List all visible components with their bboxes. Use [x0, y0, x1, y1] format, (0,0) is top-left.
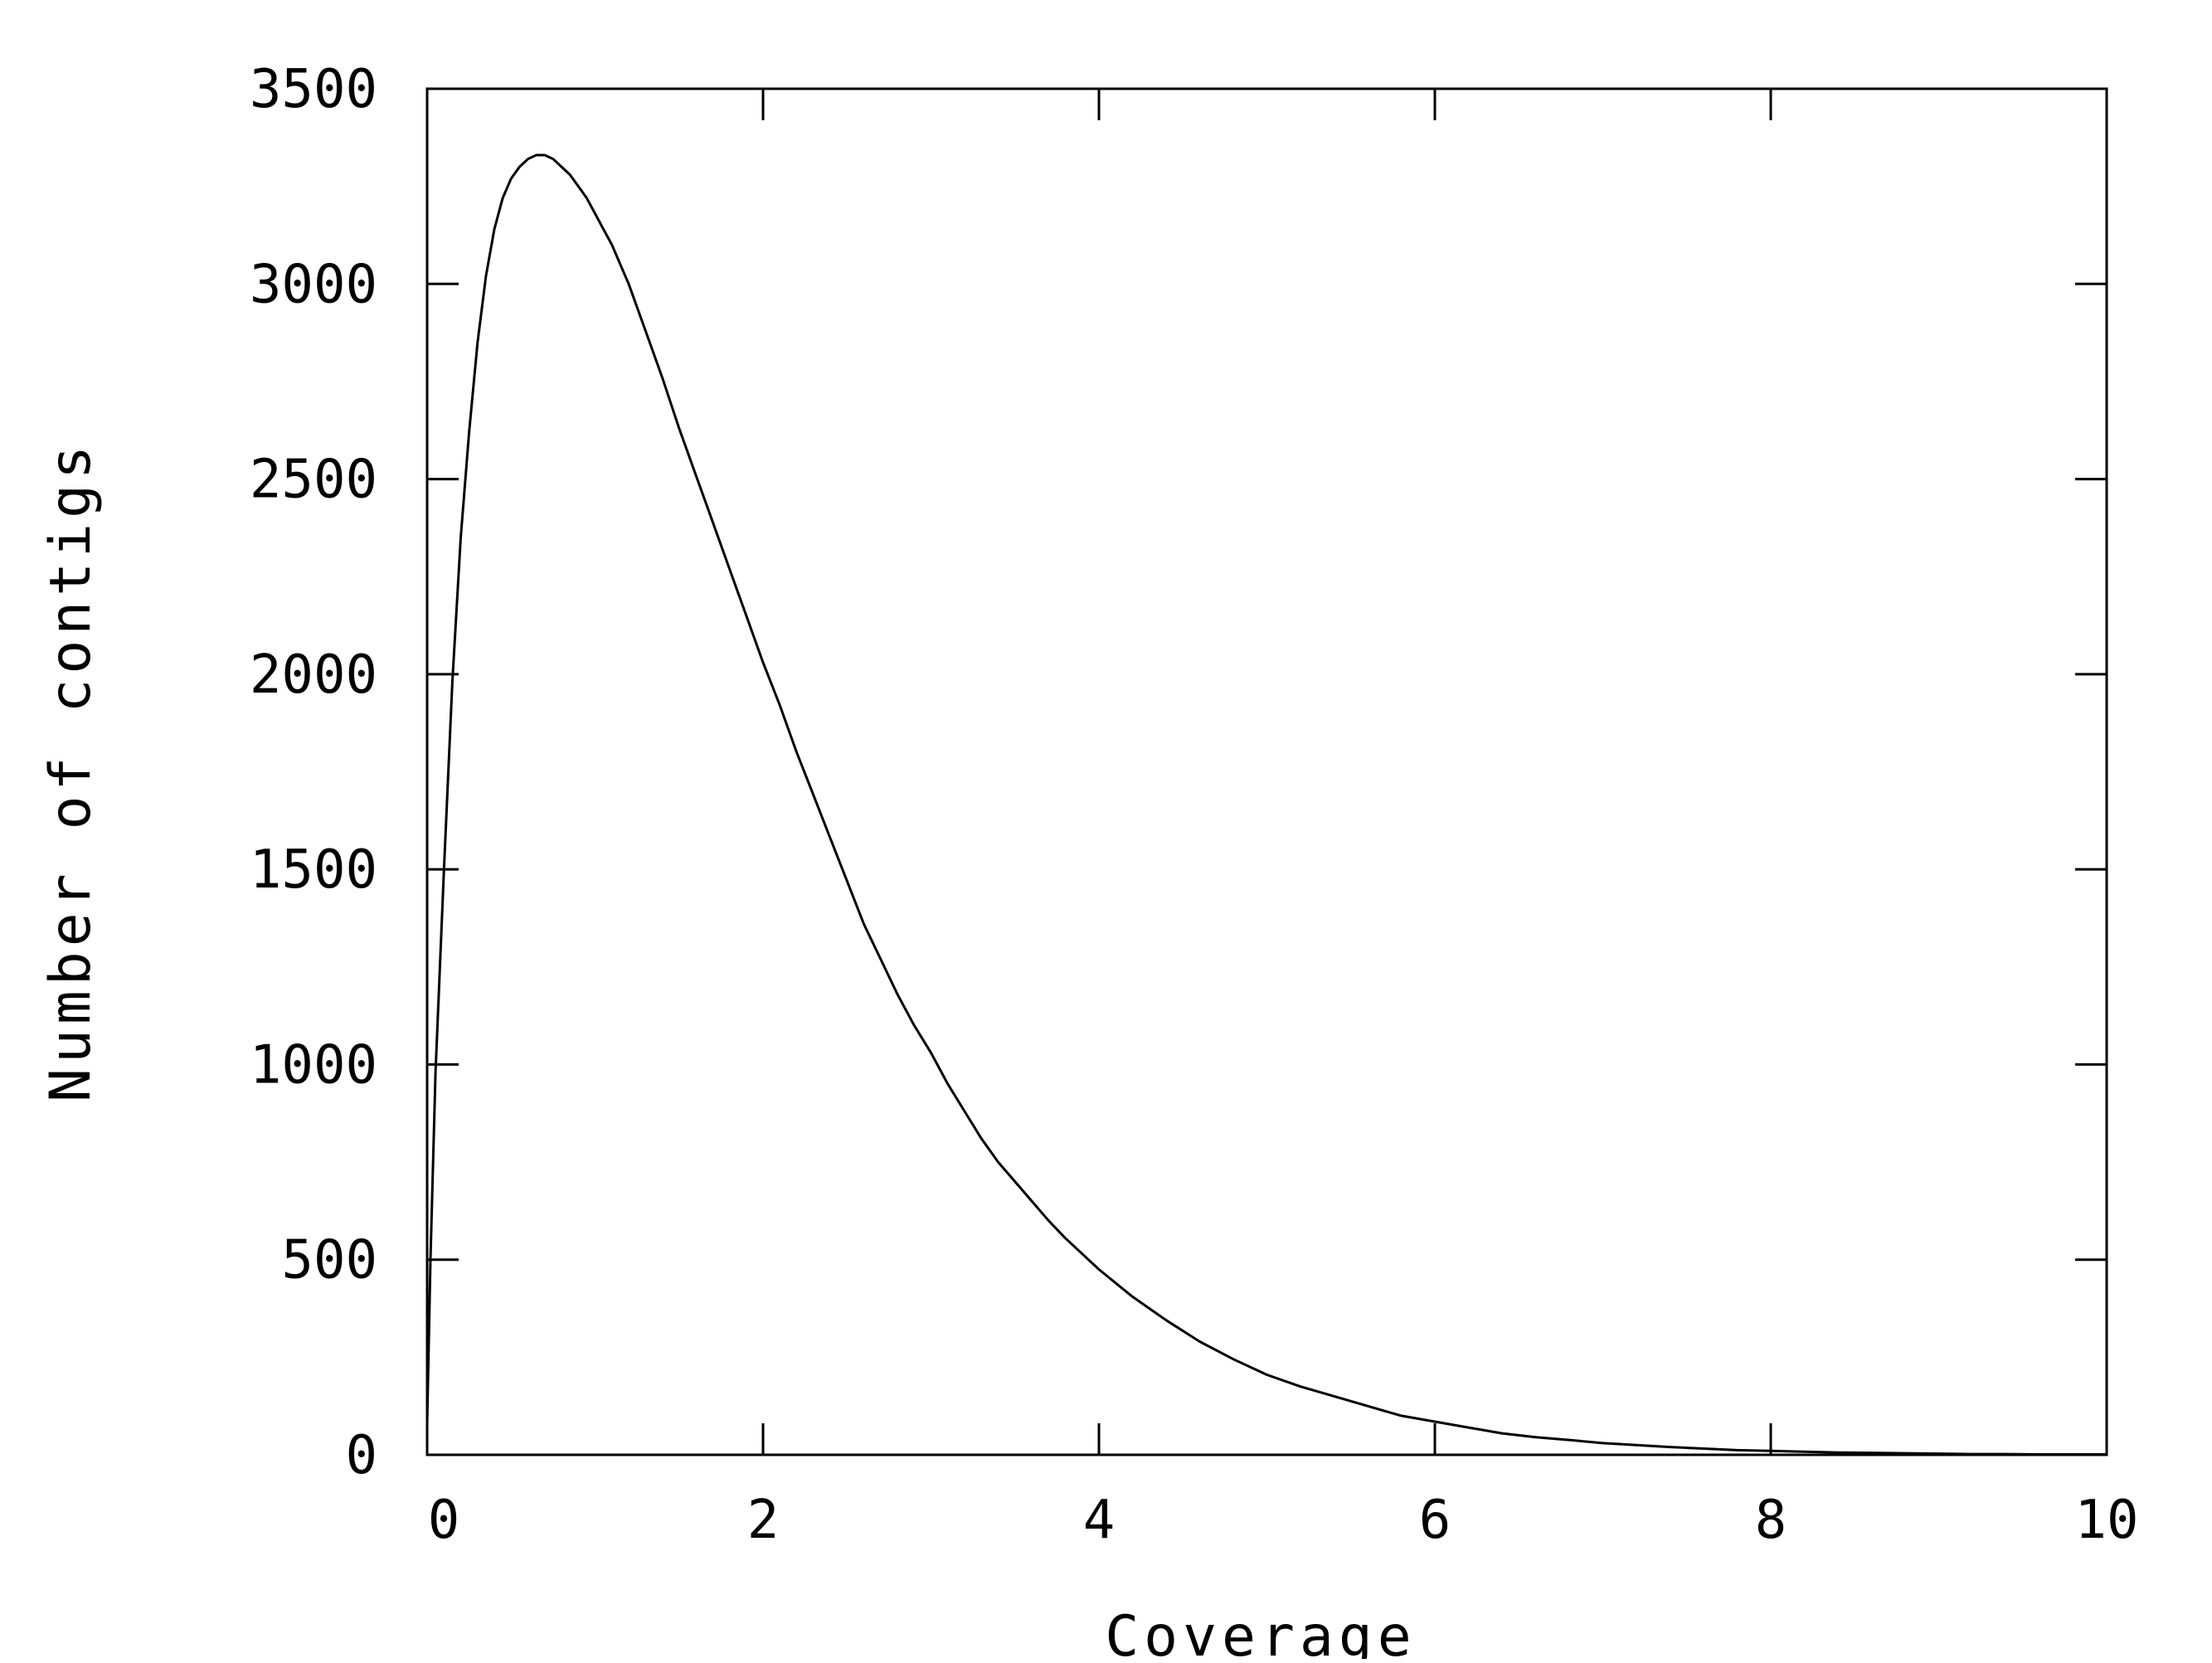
- y-tick-label: 3000: [250, 254, 377, 315]
- y-axis-title: Number of contigs: [38, 440, 104, 1102]
- y-tick-label: 1500: [250, 839, 377, 901]
- plot-frame: [425, 87, 2108, 1456]
- ticks-layer: [425, 87, 2108, 1456]
- x-tick-label: 6: [1419, 1490, 1451, 1551]
- y-tick-label: 0: [345, 1425, 377, 1486]
- x-tick-label: 2: [747, 1490, 780, 1551]
- x-tick-label: 4: [1083, 1490, 1116, 1551]
- x-tick-label: 0: [428, 1490, 460, 1551]
- tick-labels-layer: 0 2 4 6 8 10 0 500 1000 1500 2000 2500 3000 3500: [250, 59, 2139, 1551]
- y-tick-label: 2000: [250, 644, 377, 706]
- y-tick-label: 3500: [250, 59, 377, 120]
- y-tick-label: 1000: [250, 1034, 377, 1096]
- series-line-coverage-curve: [425, 153, 2107, 1456]
- x-tick-label: 10: [2074, 1490, 2138, 1551]
- y-tick-label: 2500: [250, 450, 377, 511]
- x-axis-title: Coverage: [1105, 1604, 1417, 1659]
- y-tick-label: 500: [281, 1230, 377, 1291]
- x-tick-label: 8: [1755, 1490, 1787, 1551]
